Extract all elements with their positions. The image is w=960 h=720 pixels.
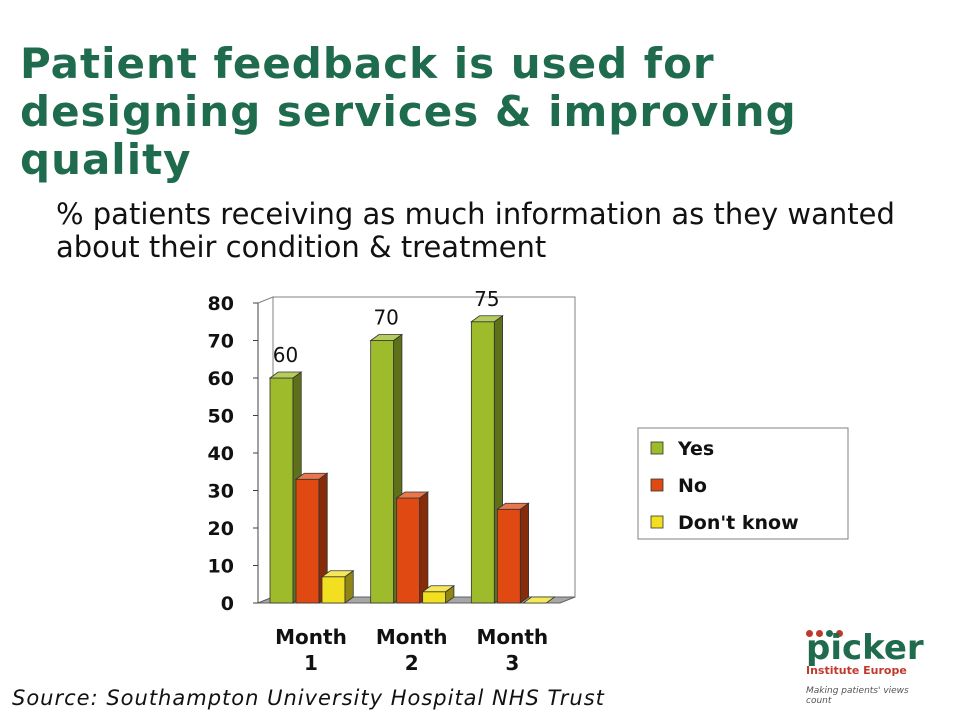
- legend-swatch: [650, 441, 664, 455]
- bar-top: [421, 585, 456, 593]
- logo-dot: [816, 630, 823, 637]
- bar-top: [470, 315, 504, 323]
- logo-dots-icon: [806, 622, 936, 637]
- y-tick-label: 0: [221, 593, 234, 615]
- bar-top: [268, 371, 303, 379]
- picker-logo: picker Institute Europe Making patients'…: [806, 622, 936, 706]
- legend-label: Yes: [677, 438, 714, 460]
- y-tick-label: 10: [208, 556, 234, 578]
- bar-top: [496, 502, 530, 510]
- bar-top: [522, 596, 556, 604]
- y-tick-label: 60: [208, 368, 234, 390]
- bar-top: [369, 334, 404, 341]
- legend-swatch: [650, 478, 664, 492]
- y-tick-label: 20: [208, 518, 234, 540]
- bar: [321, 576, 346, 604]
- slide-title: Patient feedback is used for designing s…: [20, 39, 797, 184]
- x-tick-label: Month: [275, 625, 347, 649]
- logo-tagline: Making patients' views count: [806, 686, 909, 706]
- bar: [295, 478, 320, 604]
- logo-institute: Institute Europe: [806, 664, 907, 677]
- x-tick-label: 3: [505, 651, 519, 675]
- source-note: Source: Southampton University Hospital …: [12, 686, 605, 710]
- bar-side: [419, 491, 429, 604]
- x-tick-label: Month: [376, 625, 448, 649]
- x-tick-label: Month: [476, 625, 548, 649]
- y-tick-label: 30: [208, 481, 234, 503]
- bar: [269, 377, 294, 604]
- bar-side: [519, 502, 529, 604]
- legend-label: Don't know: [678, 512, 799, 534]
- legend-label: No: [678, 475, 707, 497]
- y-tick-label: 50: [208, 406, 234, 428]
- data-label: 70: [373, 306, 398, 330]
- y-tick-label: 40: [208, 443, 234, 465]
- y-tick-label: 70: [208, 331, 234, 353]
- bar: [422, 591, 447, 604]
- data-label: 75: [474, 287, 499, 311]
- bar-top: [395, 491, 430, 499]
- bar: [396, 497, 421, 604]
- x-tick-label: 1: [304, 651, 318, 675]
- y-tick-label: 80: [208, 293, 234, 315]
- logo-dot: [836, 630, 843, 637]
- logo-wordmark: picker: [806, 628, 924, 668]
- x-tick-label: 2: [405, 651, 419, 675]
- bar: [370, 340, 395, 604]
- legend-box: [637, 427, 849, 540]
- bar-top: [320, 570, 355, 578]
- bar: [496, 508, 521, 604]
- logo-dot: [806, 630, 813, 637]
- bar-top: [294, 472, 329, 480]
- legend-swatch: [650, 515, 664, 529]
- bar: [470, 321, 495, 604]
- chart-subtitle: % patients receiving as much information…: [56, 197, 895, 264]
- data-label: 60: [273, 343, 298, 367]
- logo-dot: [826, 630, 833, 637]
